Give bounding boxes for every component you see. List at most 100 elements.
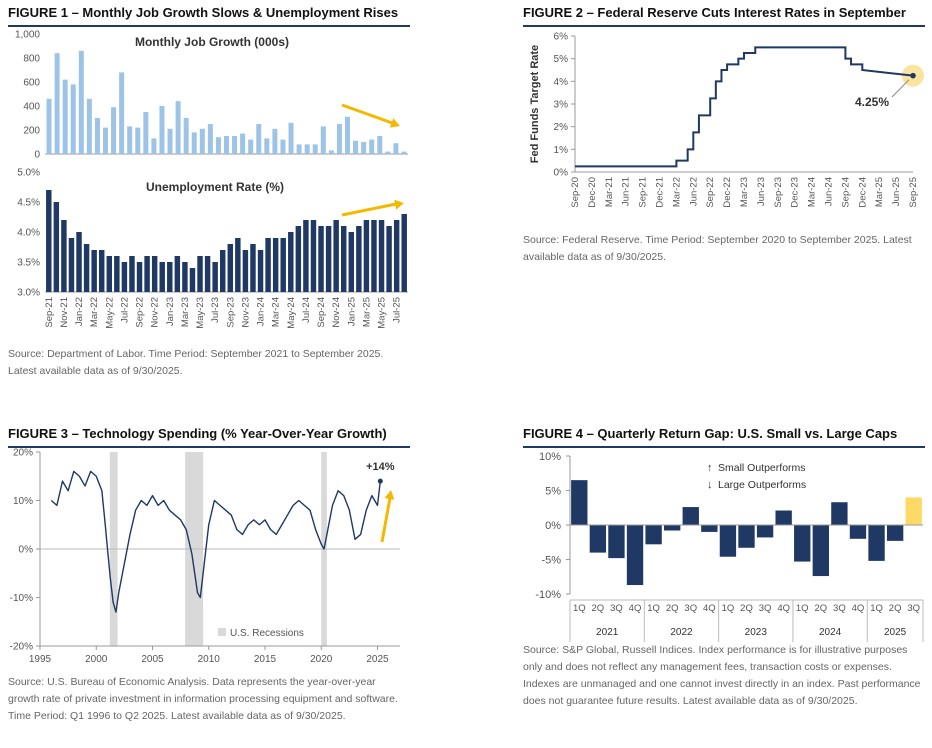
fig2-xtick-label: Mar-25 [874, 177, 885, 207]
fig4-return-bar [738, 525, 755, 548]
fig1-unemployment-bar [295, 226, 302, 292]
fig1-top-ytick-label: 400 [23, 102, 40, 113]
fig2-xtick-label: Mar-23 [739, 177, 750, 207]
fig3-spending-line [50, 470, 382, 613]
fig1-unemployment-bar [303, 220, 309, 292]
fig1-unemployment-bar [348, 232, 355, 292]
fig1-bot-xtick-label: Nov-21 [59, 297, 70, 328]
fig2-source: Source: Federal Reserve. Time Period: Se… [523, 234, 912, 263]
fig1-source: Source: Department of Labor. Time Period… [8, 348, 384, 377]
fig1-bot-xtick-label: Sep-23 [225, 297, 236, 328]
fig4-quarter-label: 1Q [573, 603, 586, 614]
fig1-bot-xtick-label: Sep-22 [135, 297, 146, 328]
fig1-top-ytick-label: 200 [23, 126, 40, 137]
fig1-bot-xtick-label: May-22 [104, 297, 115, 329]
fig4-quarter-label: 2Q [814, 603, 827, 614]
fig1-unemployment-bar [333, 220, 339, 292]
fig4-return-bar [868, 525, 885, 561]
fig1-bot-xtick-label: May-24 [286, 297, 297, 329]
fig3-xtick-label: 2010 [198, 654, 221, 665]
fig1-title: FIGURE 1 – Monthly Job Growth Slows & Un… [8, 5, 399, 20]
fig2-last-point [910, 72, 916, 79]
fig4-quarter-label: 3Q [907, 603, 920, 614]
fig2-ytick-label: 0% [554, 168, 569, 179]
fig1-job-bar [143, 112, 149, 154]
fig4-quarter-label: 3Q [684, 603, 697, 614]
fig1-job-bar [54, 53, 60, 155]
fig4-return-bar [608, 525, 625, 559]
fig4-ytick-label: 10% [539, 451, 561, 463]
fig1-bot-xtick-label: May-23 [195, 297, 206, 329]
fig1-bot-xtick-label: Mar-22 [89, 297, 100, 327]
fig1-top-chart-title: Monthly Job Growth (000s) [135, 35, 289, 49]
fig1-job-bar [183, 118, 189, 154]
fig2-xtick-label: Dec-23 [790, 177, 801, 208]
fig1-top-ytick-label: 600 [23, 78, 40, 89]
fig4-return-gap-chart: -10% -5% 0% 5% 10% 1Q 2Q 3Q 4Q 1Q 2Q 3Q 4Q 1Q 2Q 3Q 4Q 1Q… [535, 451, 924, 642]
fig2-xtick-label: Jun-21 [621, 177, 632, 206]
fig1-job-bar [232, 136, 238, 154]
fig1-bot-xtick-label: Nov-23 [240, 297, 251, 328]
fig1-job-bar [272, 128, 278, 154]
fig1-bot-xtick-label: Jan-24 [256, 297, 267, 326]
fig1-bot-xtick-label: Nov-24 [331, 297, 342, 328]
fig1-bot-ytick-label: 5.0% [17, 168, 40, 179]
fig1-top-ytick-label: 800 [23, 54, 40, 65]
fig4-return-bar [812, 525, 829, 577]
fig2-xtick-label: Dec-24 [857, 177, 868, 208]
fig2-xtick-label: Mar-24 [807, 177, 818, 207]
fig3-ytick-label: 20% [13, 448, 33, 459]
fig1-job-bar [320, 126, 326, 154]
fig2-rate-line [575, 46, 914, 168]
fig4-return-bar [831, 502, 848, 525]
fig1-job-bar [312, 144, 318, 154]
fig4-quarter-label: 4Q [852, 603, 865, 614]
fig1-job-bar [191, 132, 197, 154]
fig4-source: Source: S&P Global, Russell Indices. Ind… [523, 644, 921, 707]
fig1-unemployment-bar [144, 256, 150, 292]
fig1-job-bar [248, 139, 254, 154]
fig2-ytick-label: 4% [554, 77, 569, 88]
fig2-xtick-label: Dec-21 [655, 177, 666, 208]
fig4-quarter-label: 1Q [796, 603, 809, 614]
fig1-unemployment-bar [257, 250, 264, 292]
fig1-unemployment-bar [136, 262, 143, 292]
fig3-trend-arrow-line [380, 497, 392, 543]
fig1-bot-xtick-label: May-25 [377, 297, 388, 329]
fig4-quarter-label: 3Q [759, 603, 772, 614]
fig3-legend-label: U.S. Recessions [230, 628, 304, 639]
fig1-unemployment-bar [340, 226, 347, 292]
fig1-unemployment-bar [219, 250, 226, 292]
fig1-job-bar [102, 127, 109, 154]
fig1-job-bar [111, 107, 117, 154]
fig2-ytick-label: 1% [554, 145, 569, 156]
fig1-bot-xtick-label: Mar-23 [180, 297, 191, 327]
fig1-job-bar [135, 127, 141, 154]
fig1-bot-xtick-label: Jul-23 [210, 297, 221, 323]
fig4-year-label: 2024 [819, 627, 842, 638]
fig1-bot-xtick-label: Sep-24 [316, 297, 327, 328]
fig1-unemployment-bar [265, 238, 271, 292]
fig1-job-bar [86, 98, 92, 154]
fig1-job-bar [159, 106, 165, 154]
fig1-bot-xtick-label: Jan-23 [165, 297, 176, 326]
fig3-xtick-label: 2025 [366, 654, 389, 665]
fig1-unemployment-bar [272, 238, 279, 292]
fig1-unemployment-bar [151, 256, 158, 292]
fig1-job-bar [175, 101, 181, 154]
fig1-unemployment-bar [325, 226, 332, 292]
fig4-return-bar [645, 525, 662, 545]
fig1-job-bar [78, 50, 84, 154]
fig1-top-trend-arrow-head [389, 118, 400, 128]
fig3-legend-swatch [218, 628, 226, 636]
fig2-ytick-label: 5% [554, 54, 569, 65]
fig1-unemployment-bar [227, 244, 234, 292]
fig1-unemployment-bar [280, 238, 286, 292]
fig1-top-ytick-label: 0 [34, 150, 40, 161]
fig3-ytick-label: 0% [19, 545, 34, 556]
fig4-legend-up-label: Small Outperforms [718, 462, 806, 474]
fig1-unemployment-bar [386, 226, 392, 292]
fig1-unemployment-bar [204, 256, 211, 292]
fig1-unemployment-bar [235, 238, 241, 292]
fig1-unemployment-chart: 3.0% 3.5% 4.0% 4.5% 5.0% Sep-21 Nov-21 Jan-22 Ma… [17, 168, 408, 329]
